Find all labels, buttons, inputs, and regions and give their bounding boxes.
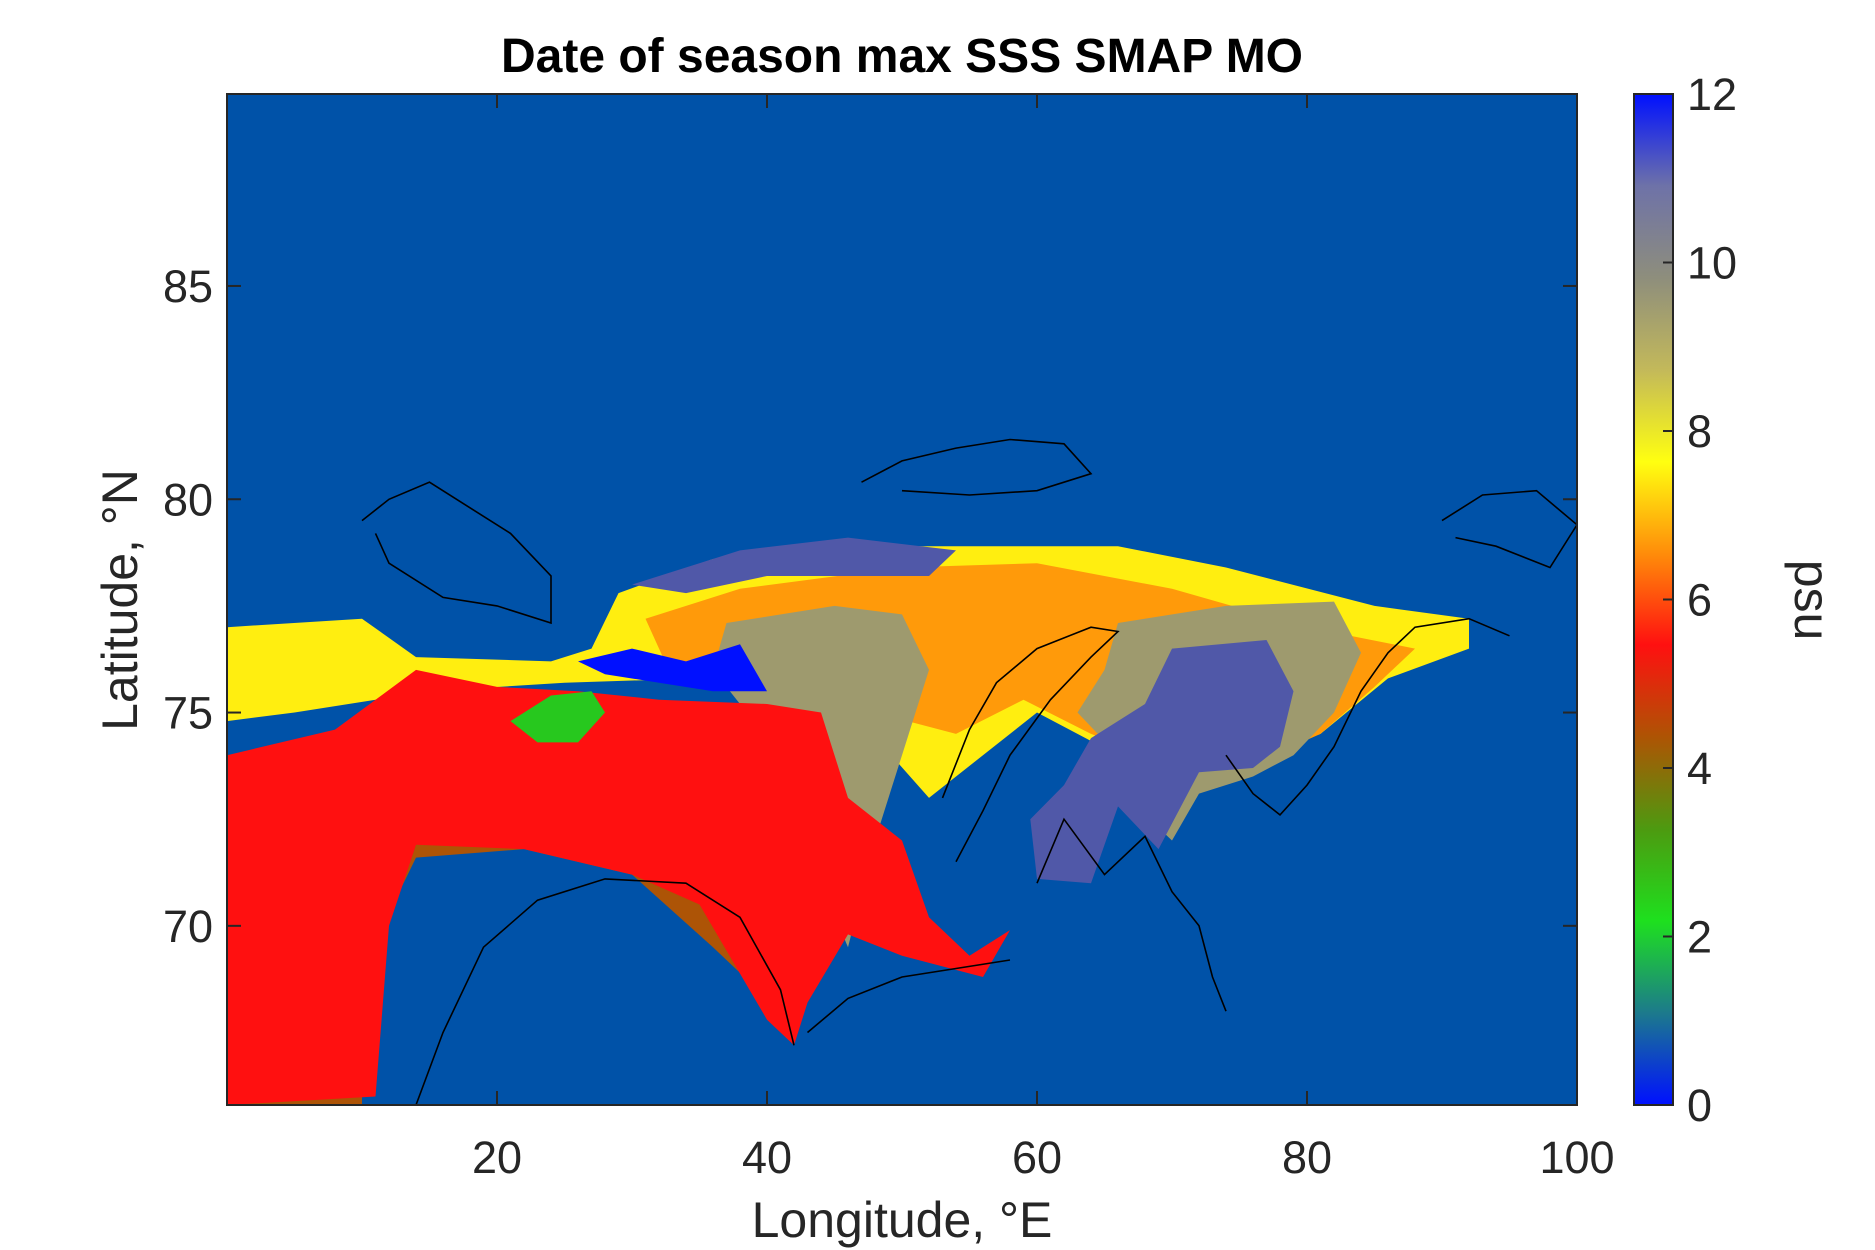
y-tick-label: 75 — [163, 688, 213, 739]
region-green-patch — [510, 691, 605, 743]
coast-segment — [1441, 489, 1577, 569]
coast-segment — [861, 438, 1093, 496]
region-blue-patches — [578, 644, 767, 692]
x-tick-label: 80 — [1282, 1132, 1332, 1183]
coast-segment — [1036, 817, 1227, 1012]
coast-segment — [806, 959, 1011, 1034]
field-regions — [227, 537, 1469, 1105]
y-tick-label: 80 — [163, 474, 213, 525]
region-violet-east — [1030, 640, 1294, 884]
region-red-west — [227, 669, 1010, 1105]
y-axis-label: Latitude, °N — [92, 469, 148, 731]
coast-segment — [361, 481, 552, 625]
colorbar-tick-label: 2 — [1687, 912, 1712, 963]
colorbar-label: psu — [1784, 560, 1840, 641]
axes-frame — [226, 93, 1578, 1106]
colorbar-tick-label: 10 — [1687, 238, 1737, 289]
colorbar-tick-label: 12 — [1687, 69, 1737, 120]
coast-segment — [941, 626, 1120, 863]
colorbar-tick-label: 4 — [1687, 743, 1712, 794]
x-axis-ticks: 20 40 60 80 100 — [472, 94, 1615, 1183]
x-tick-label: 40 — [742, 1132, 792, 1183]
y-axis-ticks: 70 75 80 85 — [163, 261, 1577, 952]
x-tick-label: 60 — [1012, 1132, 1062, 1183]
colorbar-ticks: 0 2 4 6 8 10 12 — [1663, 69, 1737, 1131]
colorbar: 0 2 4 6 8 10 12 psu — [1633, 69, 1840, 1131]
coast-segment — [415, 878, 795, 1105]
x-tick-label: 20 — [472, 1132, 522, 1183]
y-tick-label: 85 — [163, 261, 213, 312]
map-title: Date of season max SSS SMAP MO — [501, 30, 1303, 83]
y-tick-label: 70 — [163, 901, 213, 952]
x-axis-label: Longitude, °E — [752, 1192, 1053, 1248]
region-violet-top — [632, 537, 956, 594]
coastline — [361, 438, 1577, 1105]
colorbar-tick-label: 6 — [1687, 575, 1712, 626]
colorbar-tick-label: 8 — [1687, 406, 1712, 457]
map-axes: 20 40 60 80 100 70 75 80 85 — [163, 93, 1615, 1183]
colorbar-tick-label: 0 — [1687, 1080, 1712, 1131]
coast-segment — [1225, 617, 1510, 816]
x-tick-label: 100 — [1539, 1132, 1614, 1183]
